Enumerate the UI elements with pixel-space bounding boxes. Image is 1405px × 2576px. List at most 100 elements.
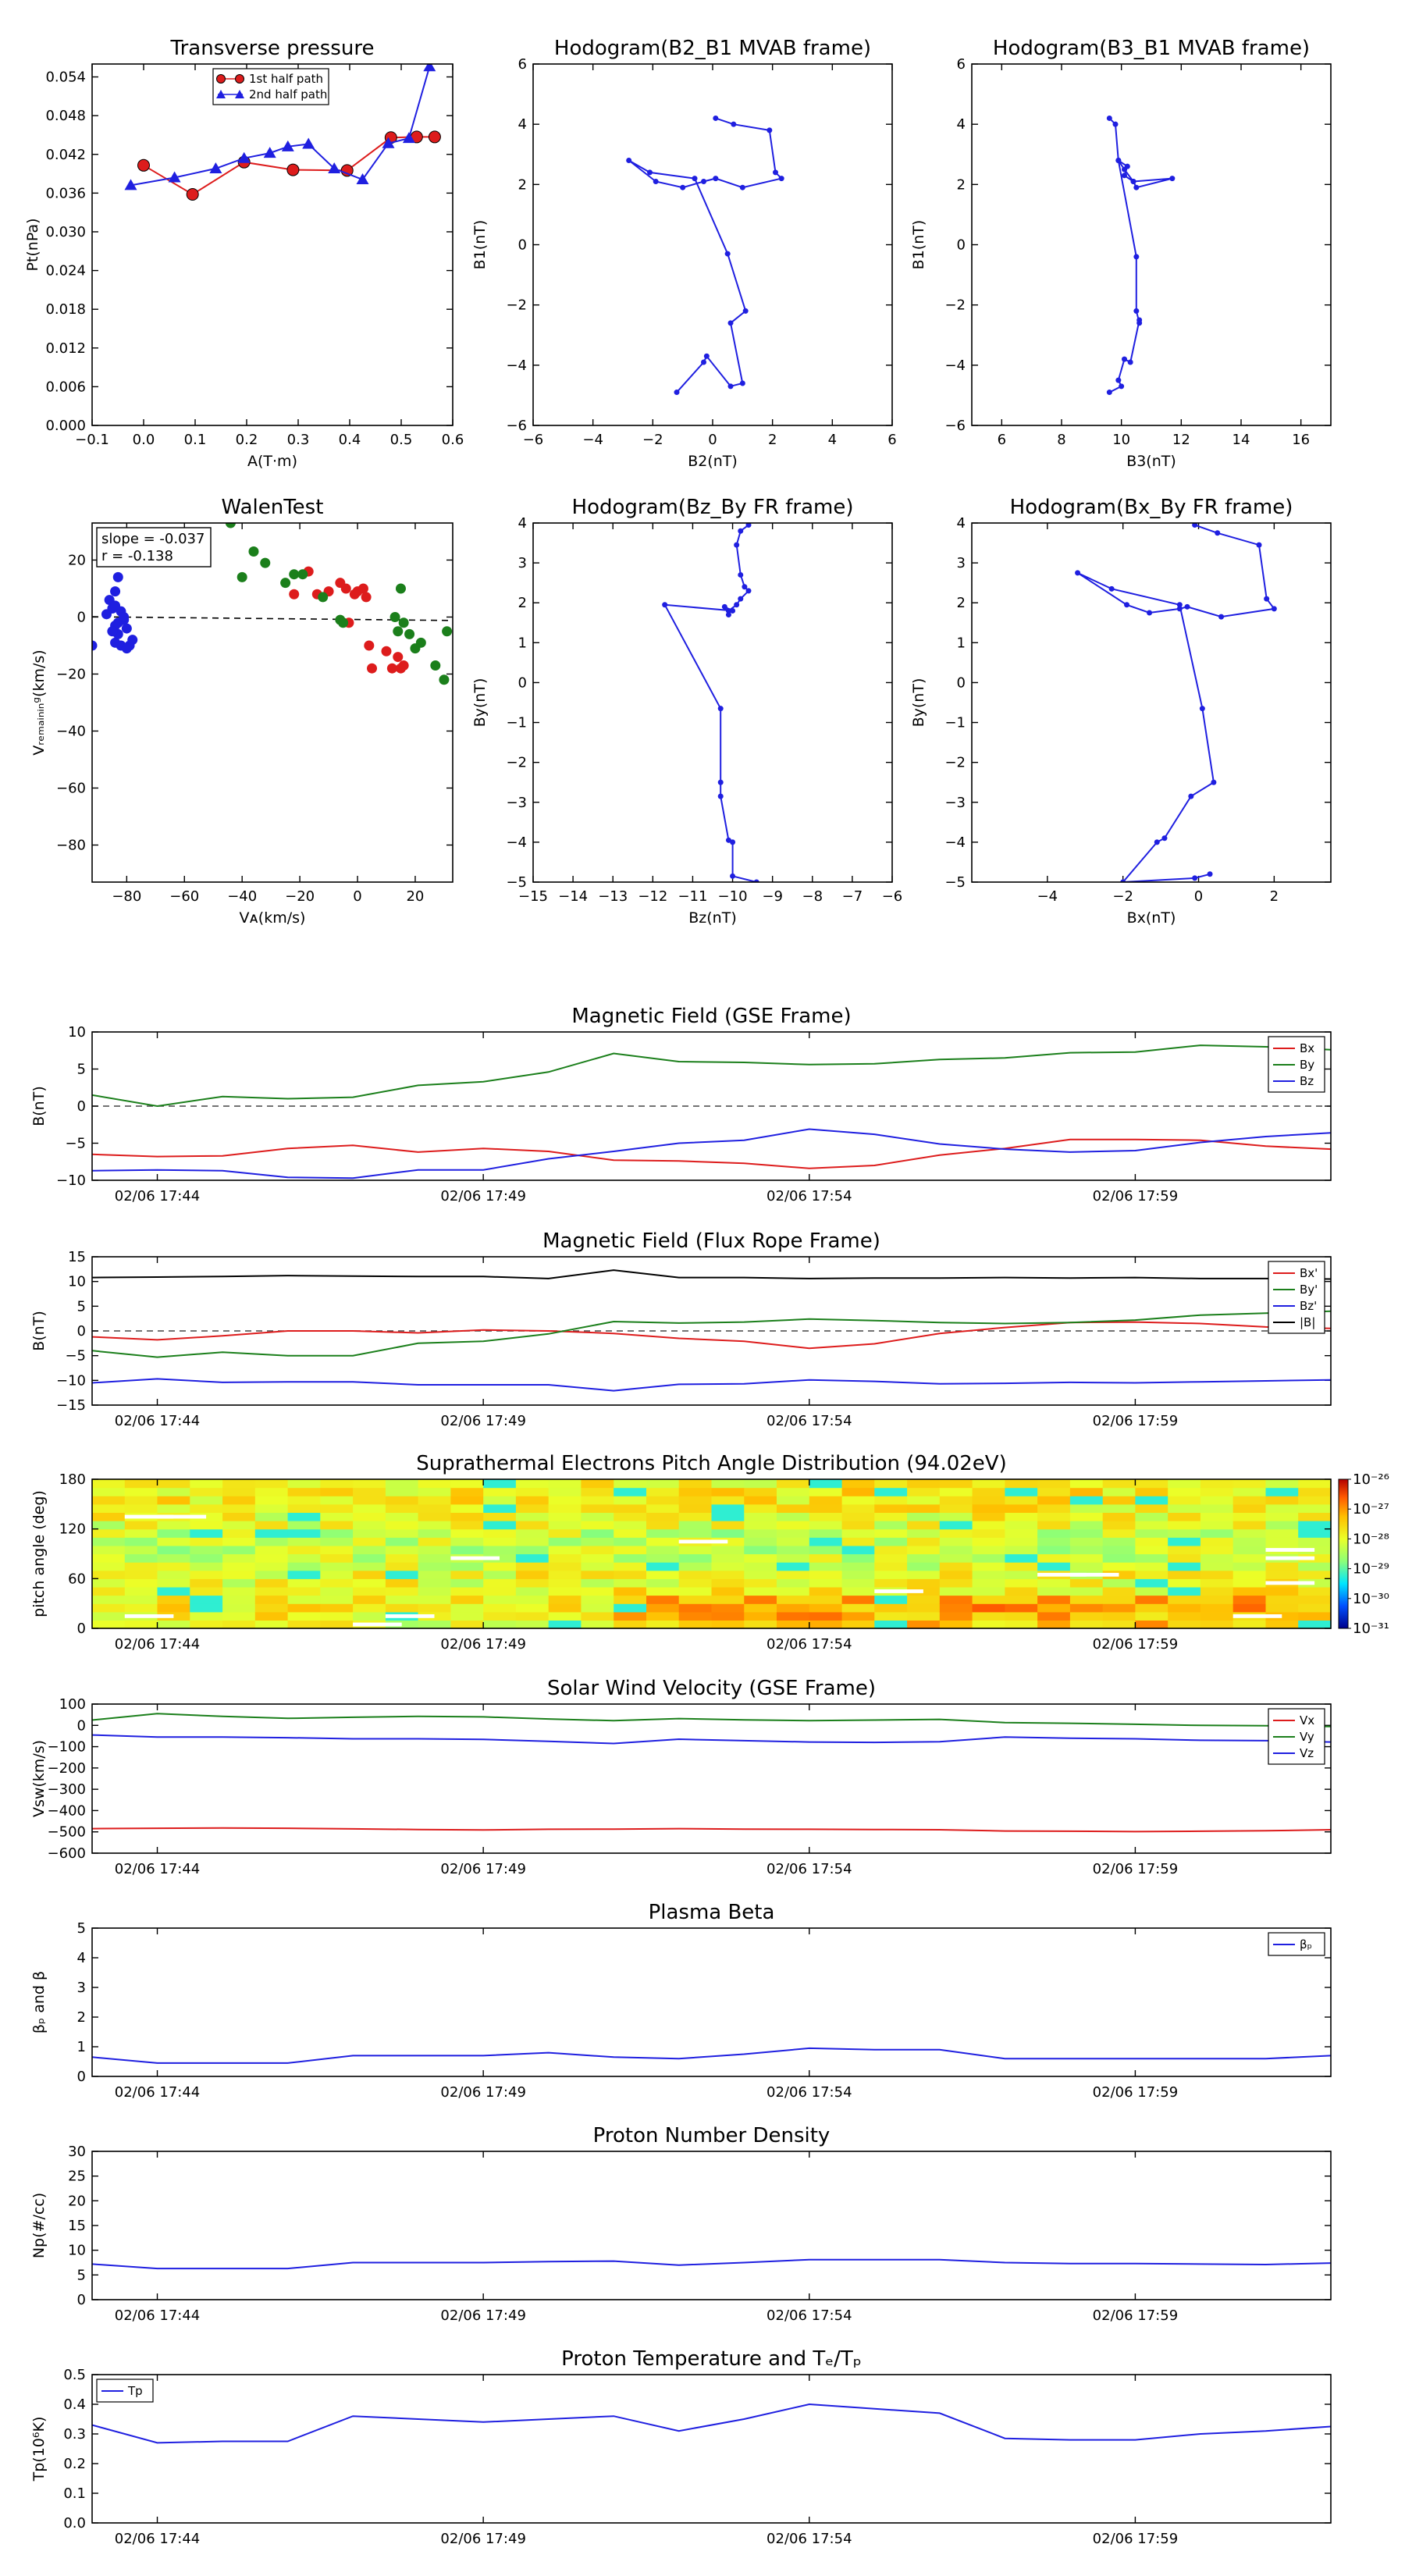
pad-cell (1232, 1578, 1267, 1588)
h3-xtick-label: −11 (678, 888, 707, 905)
pad-cell (777, 1496, 810, 1505)
pad-cell (287, 1528, 321, 1538)
pad-cell (1298, 1537, 1332, 1546)
walen-point (289, 569, 300, 580)
pad-cell (92, 1578, 126, 1588)
pad-cell (1200, 1503, 1234, 1513)
pad-cell (548, 1512, 582, 1521)
pad-cell (320, 1528, 354, 1538)
pad-cell (1005, 1537, 1038, 1546)
h3-ytick-label: −4 (506, 834, 527, 851)
pad-cell (287, 1611, 321, 1621)
pad-cell (385, 1537, 419, 1546)
pad-cell (254, 1595, 289, 1604)
h1-point (680, 184, 686, 190)
pad-cell (1200, 1586, 1234, 1596)
pad-cell (418, 1487, 451, 1496)
walen-point (340, 583, 351, 594)
pad-cell (1005, 1479, 1038, 1489)
np-ytick-label: 25 (68, 2169, 86, 2185)
pad-cell (157, 1570, 190, 1579)
mf_fr-time-label: 02/06 17:54 (767, 1413, 852, 1429)
np-time-label: 02/06 17:59 (1093, 2307, 1178, 2324)
pad-cell (744, 1479, 777, 1489)
pad-cell (678, 1496, 713, 1505)
h3-title: Hodogram(Bz_By FR frame) (572, 496, 854, 519)
vsw-ytick-label: 100 (59, 1696, 86, 1713)
pad-cell (777, 1487, 810, 1496)
mf_fr-ylabel: B(nT) (30, 1311, 48, 1351)
h4-point (1188, 793, 1194, 799)
pad-cell (92, 1611, 126, 1621)
pad-cell (515, 1553, 550, 1563)
pad-cell (1298, 1512, 1332, 1521)
pad-cell (353, 1503, 386, 1513)
walen-xtick-label: −80 (112, 888, 141, 905)
mf_fr-series-line (92, 1269, 1331, 1280)
pt-xtick-label: 0.6 (442, 432, 464, 448)
vsw-series-2 (92, 1734, 1331, 1745)
pad-cell (646, 1595, 680, 1604)
pad-cell (646, 1611, 680, 1621)
walen-xtick-label: 0 (353, 888, 361, 905)
h2-ytick-label: −6 (944, 418, 966, 434)
pad-cell (450, 1611, 484, 1621)
pt-point (263, 147, 276, 158)
vsw-series-0 (92, 1827, 1331, 1833)
pad-cell (711, 1570, 745, 1579)
pad-cell (646, 1570, 680, 1579)
pad-cell (353, 1512, 386, 1521)
mf_fr-legend-label: By' (1300, 1283, 1318, 1297)
pad-cell (907, 1512, 941, 1521)
pad-cell (1005, 1586, 1038, 1596)
pad-cell (1298, 1528, 1332, 1538)
np-series-line (92, 2258, 1331, 2270)
pad-cell (711, 1562, 745, 1571)
pad-cell (1265, 1603, 1299, 1613)
pad-cell (124, 1521, 158, 1530)
pad-cell (874, 1528, 908, 1538)
pad-cell (777, 1562, 810, 1571)
pad-cell (1069, 1562, 1104, 1571)
pad-cell (418, 1537, 451, 1546)
h4-ytick-label: 4 (957, 515, 966, 532)
pad-cell (874, 1570, 908, 1579)
pad-cell (418, 1595, 451, 1604)
pad-cell (581, 1503, 614, 1513)
pad-cell (1298, 1586, 1332, 1596)
pad-cell (548, 1553, 582, 1563)
pad-cell (287, 1521, 321, 1530)
walen-point (367, 663, 378, 674)
mf_fr-series-line (92, 1378, 1331, 1392)
pad-cell (646, 1487, 680, 1496)
pad-cell (1265, 1620, 1299, 1629)
pad-cell (320, 1487, 354, 1496)
pad-cell (809, 1611, 843, 1621)
pad-title: Suprathermal Electrons Pitch Angle Distr… (416, 1452, 1006, 1475)
h4-point (1211, 779, 1217, 785)
pad-cell (874, 1487, 908, 1496)
pad-cell (581, 1611, 614, 1621)
pad-cell (1265, 1479, 1299, 1489)
pad-cell (287, 1586, 321, 1596)
pad-cell (711, 1496, 745, 1505)
pad-cell (1135, 1528, 1168, 1538)
pad-cell (1037, 1620, 1071, 1629)
pad-cell (254, 1545, 289, 1555)
h3-xtick-label: −7 (842, 888, 863, 905)
pad-cell (777, 1586, 810, 1596)
pad-cell (222, 1562, 256, 1571)
mf_gse-time-label: 02/06 17:49 (440, 1188, 525, 1204)
pt-xtick-label: −0.1 (75, 432, 109, 448)
h4-ytick-label: −3 (944, 795, 966, 811)
h1-point (773, 169, 778, 176)
pad-cell (385, 1578, 419, 1588)
pt-point (237, 151, 251, 163)
mf_fr-series-line (92, 1321, 1331, 1350)
pad-cell (614, 1611, 647, 1621)
pt-xtick-label: 0.3 (287, 432, 310, 448)
pad-cell (190, 1537, 223, 1546)
pad-cell (1298, 1562, 1332, 1571)
pad-cell (1135, 1545, 1168, 1555)
pt-xtick-label: 0.2 (236, 432, 258, 448)
